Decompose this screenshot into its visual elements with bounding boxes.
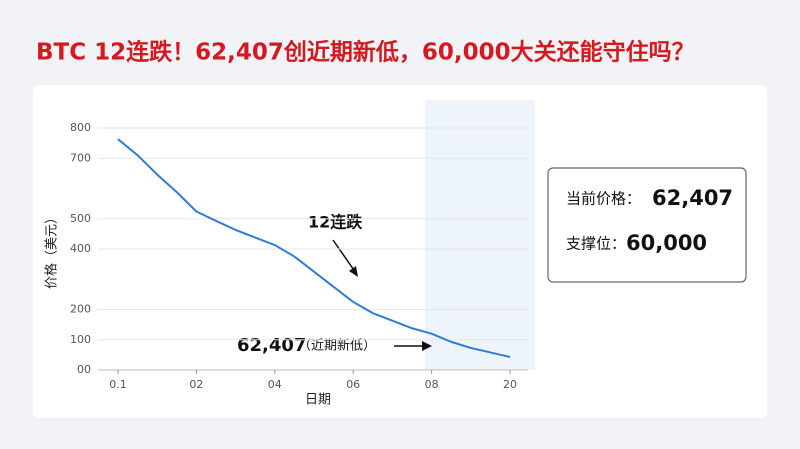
annotation-note: （近期新低） <box>298 338 376 354</box>
annotation: 62,407 <box>237 335 306 356</box>
x-tick-label: 02 <box>189 378 203 391</box>
title: BTC 12连跌！62,407创近期新低，60,000大关还能守住吗？ <box>36 39 695 66</box>
x-tick-label: 08 <box>425 378 439 391</box>
y-tick-label: 500 <box>70 212 91 225</box>
arrow-head <box>349 266 358 277</box>
arrow-head <box>422 341 432 351</box>
support-label: 支撑位： <box>566 235 626 253</box>
series-line <box>117 138 511 358</box>
annotation: 12连跌 <box>308 213 363 232</box>
price-label: 当前价格： <box>566 190 641 208</box>
y-tick-label: 800 <box>70 121 91 134</box>
x-tick-label: 0.1 <box>109 378 127 391</box>
x-tick-label: 04 <box>268 378 282 391</box>
x-tick-label: 06 <box>346 378 360 391</box>
y-tick-label: 400 <box>70 242 91 255</box>
shade-region <box>425 100 535 370</box>
x-tick-label: 20 <box>503 378 517 391</box>
y-axis-title: 价格（美元） <box>44 211 60 289</box>
y-tick-label: 200 <box>70 303 91 316</box>
support-value: 60,000 <box>626 231 707 255</box>
x-axis-title: 日期 <box>305 393 331 408</box>
y-tick-label: 00 <box>77 363 91 376</box>
y-tick-label: 100 <box>70 333 91 346</box>
price-value: 62,407 <box>652 186 733 210</box>
y-tick-label: 700 <box>70 151 91 164</box>
annotation-arrow <box>332 239 357 274</box>
info-box <box>547 167 747 283</box>
